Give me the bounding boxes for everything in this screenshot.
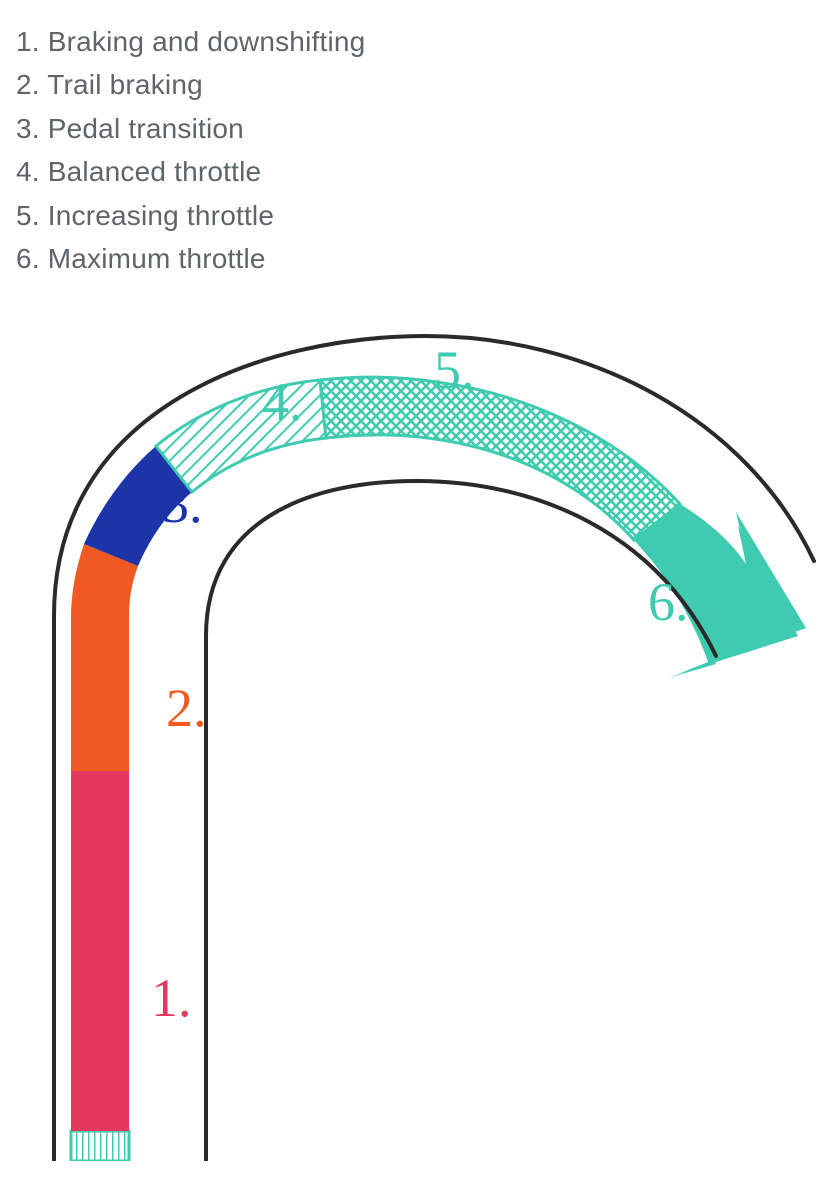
legend-label: Increasing throttle xyxy=(48,200,274,231)
corner-phase-diagram: 1. 2. 3. 4. 5. 6. xyxy=(16,316,816,1161)
legend-item: 1. Braking and downshifting xyxy=(16,20,814,63)
segment-label-6: 5. xyxy=(434,340,475,400)
legend-num: 2. xyxy=(16,69,40,100)
legend-num: 1. xyxy=(16,26,40,57)
legend-item: 6. Maximum throttle xyxy=(16,237,814,280)
segment-label-4: 3. xyxy=(162,474,203,534)
legend-item: 2. Trail braking xyxy=(16,63,814,106)
legend-num: 6. xyxy=(16,243,40,274)
legend-num: 5. xyxy=(16,200,40,231)
segment-label-3: 2. xyxy=(166,678,207,738)
legend-item: 5. Increasing throttle xyxy=(16,194,814,237)
legend-label: Balanced throttle xyxy=(48,156,262,187)
legend-label: Trail braking xyxy=(47,69,203,100)
legend-label: Pedal transition xyxy=(48,113,244,144)
path-segment-6 xyxy=(320,378,680,541)
legend-num: 4. xyxy=(16,156,40,187)
segment-label-5: 4. xyxy=(262,372,303,432)
legend-item: 3. Pedal transition xyxy=(16,107,814,150)
path-segment-2 xyxy=(71,771,129,1131)
legend-item: 4. Balanced throttle xyxy=(16,150,814,193)
legend-label: Maximum throttle xyxy=(48,243,266,274)
legend-num: 3. xyxy=(16,113,40,144)
legend-label: Braking and downshifting xyxy=(48,26,366,57)
path-segment-1 xyxy=(71,1131,129,1161)
path-segment-3 xyxy=(71,544,138,771)
track-inner-edge xyxy=(206,481,716,1161)
segment-label-7: 6. xyxy=(648,572,689,632)
legend-list: 1. Braking and downshifting 2. Trail bra… xyxy=(16,20,814,280)
segment-label-2: 1. xyxy=(151,968,192,1028)
